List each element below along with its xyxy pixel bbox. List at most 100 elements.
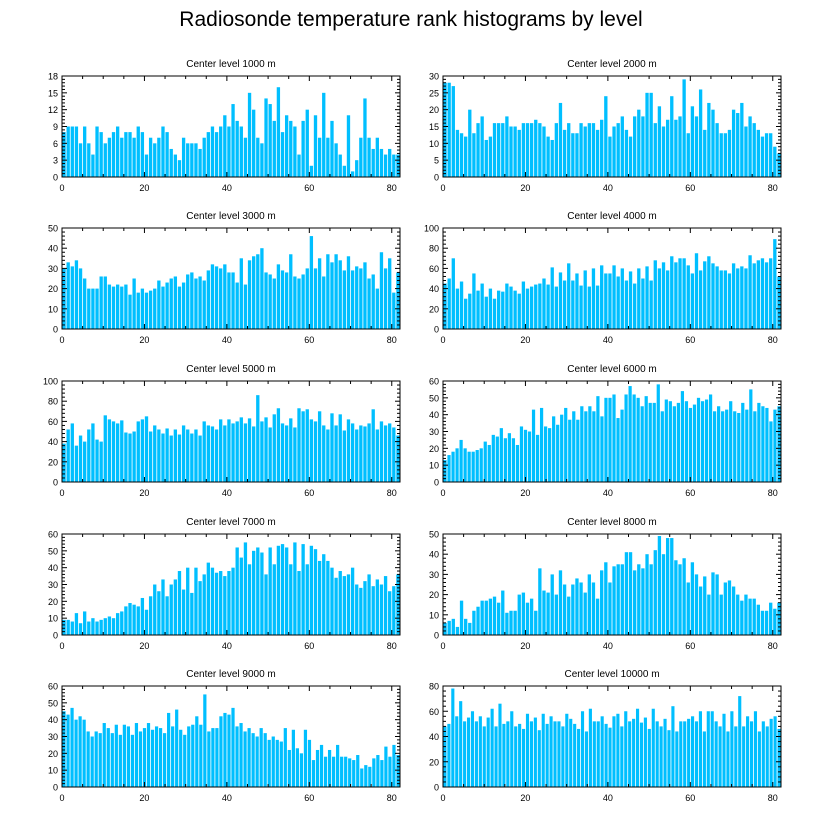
histogram-bar <box>235 547 239 635</box>
histogram-bar <box>191 724 195 787</box>
histogram-bar <box>706 711 710 787</box>
histogram-bar <box>235 726 239 787</box>
histogram-bar <box>305 268 309 329</box>
figure-title: Radiosonde temperature rank histograms b… <box>179 8 643 31</box>
histogram-bar <box>507 433 511 482</box>
histogram-bar <box>567 123 571 177</box>
histogram-bar <box>447 455 451 482</box>
histogram-bar <box>727 273 732 329</box>
histogram-bar <box>501 291 505 329</box>
histogram-bar <box>513 610 517 635</box>
histogram-bar <box>494 726 498 787</box>
histogram-bar <box>719 133 723 177</box>
histogram-bar <box>509 286 513 329</box>
histogram-bar <box>275 739 279 787</box>
histogram-bar <box>550 139 554 177</box>
x-tick-label: 20 <box>520 183 530 193</box>
histogram-bar <box>690 273 695 329</box>
histogram-bar <box>546 592 550 635</box>
histogram-bar <box>293 276 297 329</box>
histogram-bar <box>111 618 116 635</box>
histogram-bar <box>749 389 753 482</box>
histogram-bar <box>247 418 252 482</box>
histogram-bar <box>293 542 297 635</box>
y-tick-label: 50 <box>429 530 439 540</box>
histogram-bar <box>87 143 91 177</box>
histogram-bar <box>463 721 467 787</box>
histogram-bar <box>276 545 281 635</box>
histogram-bar <box>616 276 620 329</box>
histogram-bar <box>443 283 447 329</box>
histogram-bar <box>271 736 275 787</box>
histogram-bar <box>256 547 260 635</box>
histogram-bar <box>455 448 459 482</box>
histogram-bar <box>443 622 447 635</box>
histogram-bar <box>206 132 210 177</box>
histogram-bar <box>83 278 87 329</box>
histogram-bar <box>736 268 740 329</box>
histogram-bar <box>567 596 571 635</box>
histogram-bar <box>214 266 219 329</box>
histogram-bar <box>769 602 773 635</box>
histogram-bar <box>498 703 502 787</box>
histogram-bar <box>367 574 371 635</box>
histogram-bar <box>272 278 276 329</box>
histogram-bar <box>173 154 178 177</box>
histogram-bar <box>195 716 199 787</box>
histogram-bar <box>317 560 322 635</box>
histogram-bar <box>359 137 363 177</box>
histogram-bar <box>538 283 542 329</box>
histogram-bar <box>562 584 567 635</box>
histogram-bar <box>518 723 522 788</box>
histogram-bar <box>595 129 600 177</box>
histogram-bar <box>161 126 165 177</box>
histogram-bar <box>289 254 293 329</box>
histogram-bar <box>219 268 223 329</box>
histogram-bar <box>263 733 267 787</box>
histogram-bar <box>753 411 757 482</box>
histogram-bar <box>346 115 351 177</box>
histogram-bar <box>637 268 641 329</box>
histogram-bar <box>620 409 624 482</box>
histogram-bar <box>682 258 686 329</box>
histogram-bar <box>529 286 534 329</box>
x-tick-label: 0 <box>59 335 64 345</box>
histogram-bar <box>505 116 509 177</box>
histogram-bar <box>260 248 264 329</box>
histogram-bar <box>628 271 633 329</box>
histogram-bar <box>653 550 657 635</box>
histogram-bar <box>708 394 713 482</box>
histogram-bar <box>70 126 74 177</box>
histogram-bar <box>703 261 707 329</box>
histogram-bar <box>173 276 178 329</box>
histogram-bar <box>247 564 252 635</box>
histogram-bar <box>148 290 153 329</box>
y-tick-label: 0 <box>434 173 439 183</box>
histogram-bar <box>163 733 167 787</box>
histogram-bar <box>558 102 563 177</box>
histogram-bar <box>384 746 388 787</box>
histogram-bar <box>649 280 653 329</box>
histogram-bar <box>144 154 149 177</box>
histogram-bar <box>239 126 243 177</box>
histogram-bar <box>744 594 748 635</box>
histogram-bar <box>521 281 526 329</box>
histogram-bar <box>202 137 206 177</box>
histogram-bar <box>764 133 769 177</box>
histogram-bar <box>264 574 268 635</box>
x-tick-label: 40 <box>222 183 232 193</box>
histogram-bar <box>115 613 120 635</box>
histogram-bar <box>761 721 765 787</box>
histogram-bar <box>91 288 95 329</box>
histogram-bar <box>194 567 198 635</box>
histogram-bar <box>682 79 686 177</box>
histogram-bar <box>287 749 291 787</box>
panel-title: Center level 1000 m <box>186 59 276 70</box>
histogram-bar <box>305 109 309 177</box>
histogram-bar <box>299 753 304 787</box>
histogram-bar <box>350 171 355 177</box>
histogram-bar <box>140 419 145 482</box>
histogram-bar <box>698 270 703 329</box>
histogram-bar <box>388 756 392 787</box>
histogram-bar <box>561 726 565 787</box>
